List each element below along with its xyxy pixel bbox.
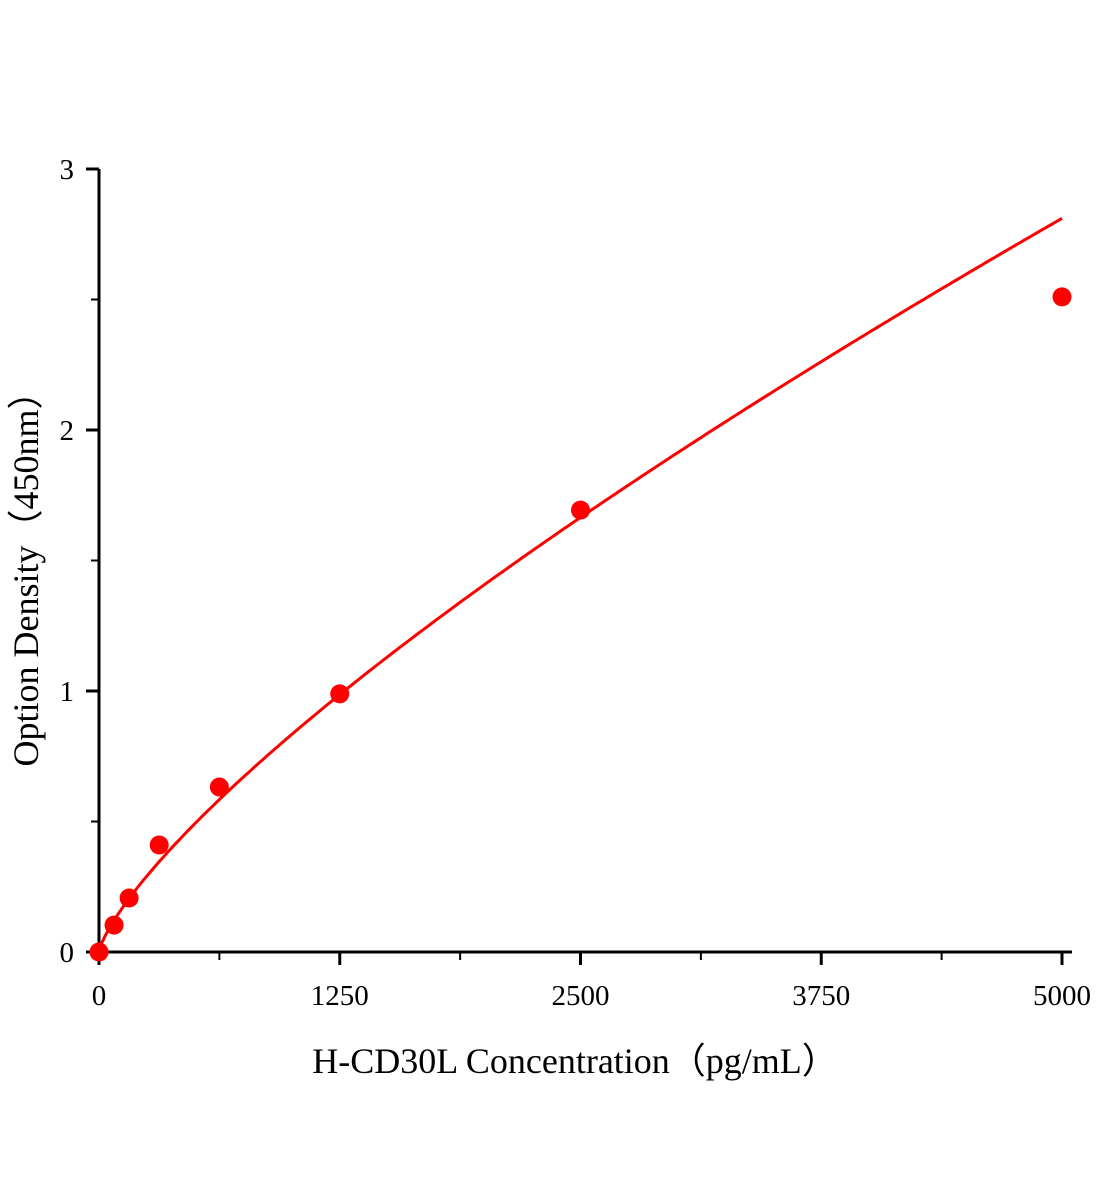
data-points: [89, 287, 1072, 962]
x-tick-label: 1250: [311, 980, 369, 1012]
axes: 0 1250 2500 3750 5000 0 1 2 3: [60, 154, 1092, 1012]
x-axis-label: H-CD30L Concentration（pg/mL）: [312, 1041, 838, 1081]
y-tick-label: 2: [60, 415, 75, 447]
data-point: [149, 835, 169, 855]
y-tick-label: 3: [60, 154, 75, 186]
data-point: [89, 942, 109, 962]
data-point: [571, 500, 590, 520]
x-tick-label: 3750: [792, 980, 850, 1012]
y-tick-label: 1: [60, 676, 75, 708]
data-point: [119, 888, 139, 908]
data-point: [330, 684, 350, 704]
x-tick-label: 0: [92, 980, 107, 1012]
x-tick-label: 5000: [1033, 980, 1091, 1012]
x-tick-label: 2500: [552, 980, 610, 1012]
data-point: [1052, 287, 1072, 307]
y-tick-label: 0: [60, 937, 75, 969]
y-axis-label: Option Density（450nm）: [6, 374, 46, 767]
fit-curve: [97, 217, 1063, 953]
data-point: [104, 915, 124, 935]
data-point: [209, 777, 229, 797]
